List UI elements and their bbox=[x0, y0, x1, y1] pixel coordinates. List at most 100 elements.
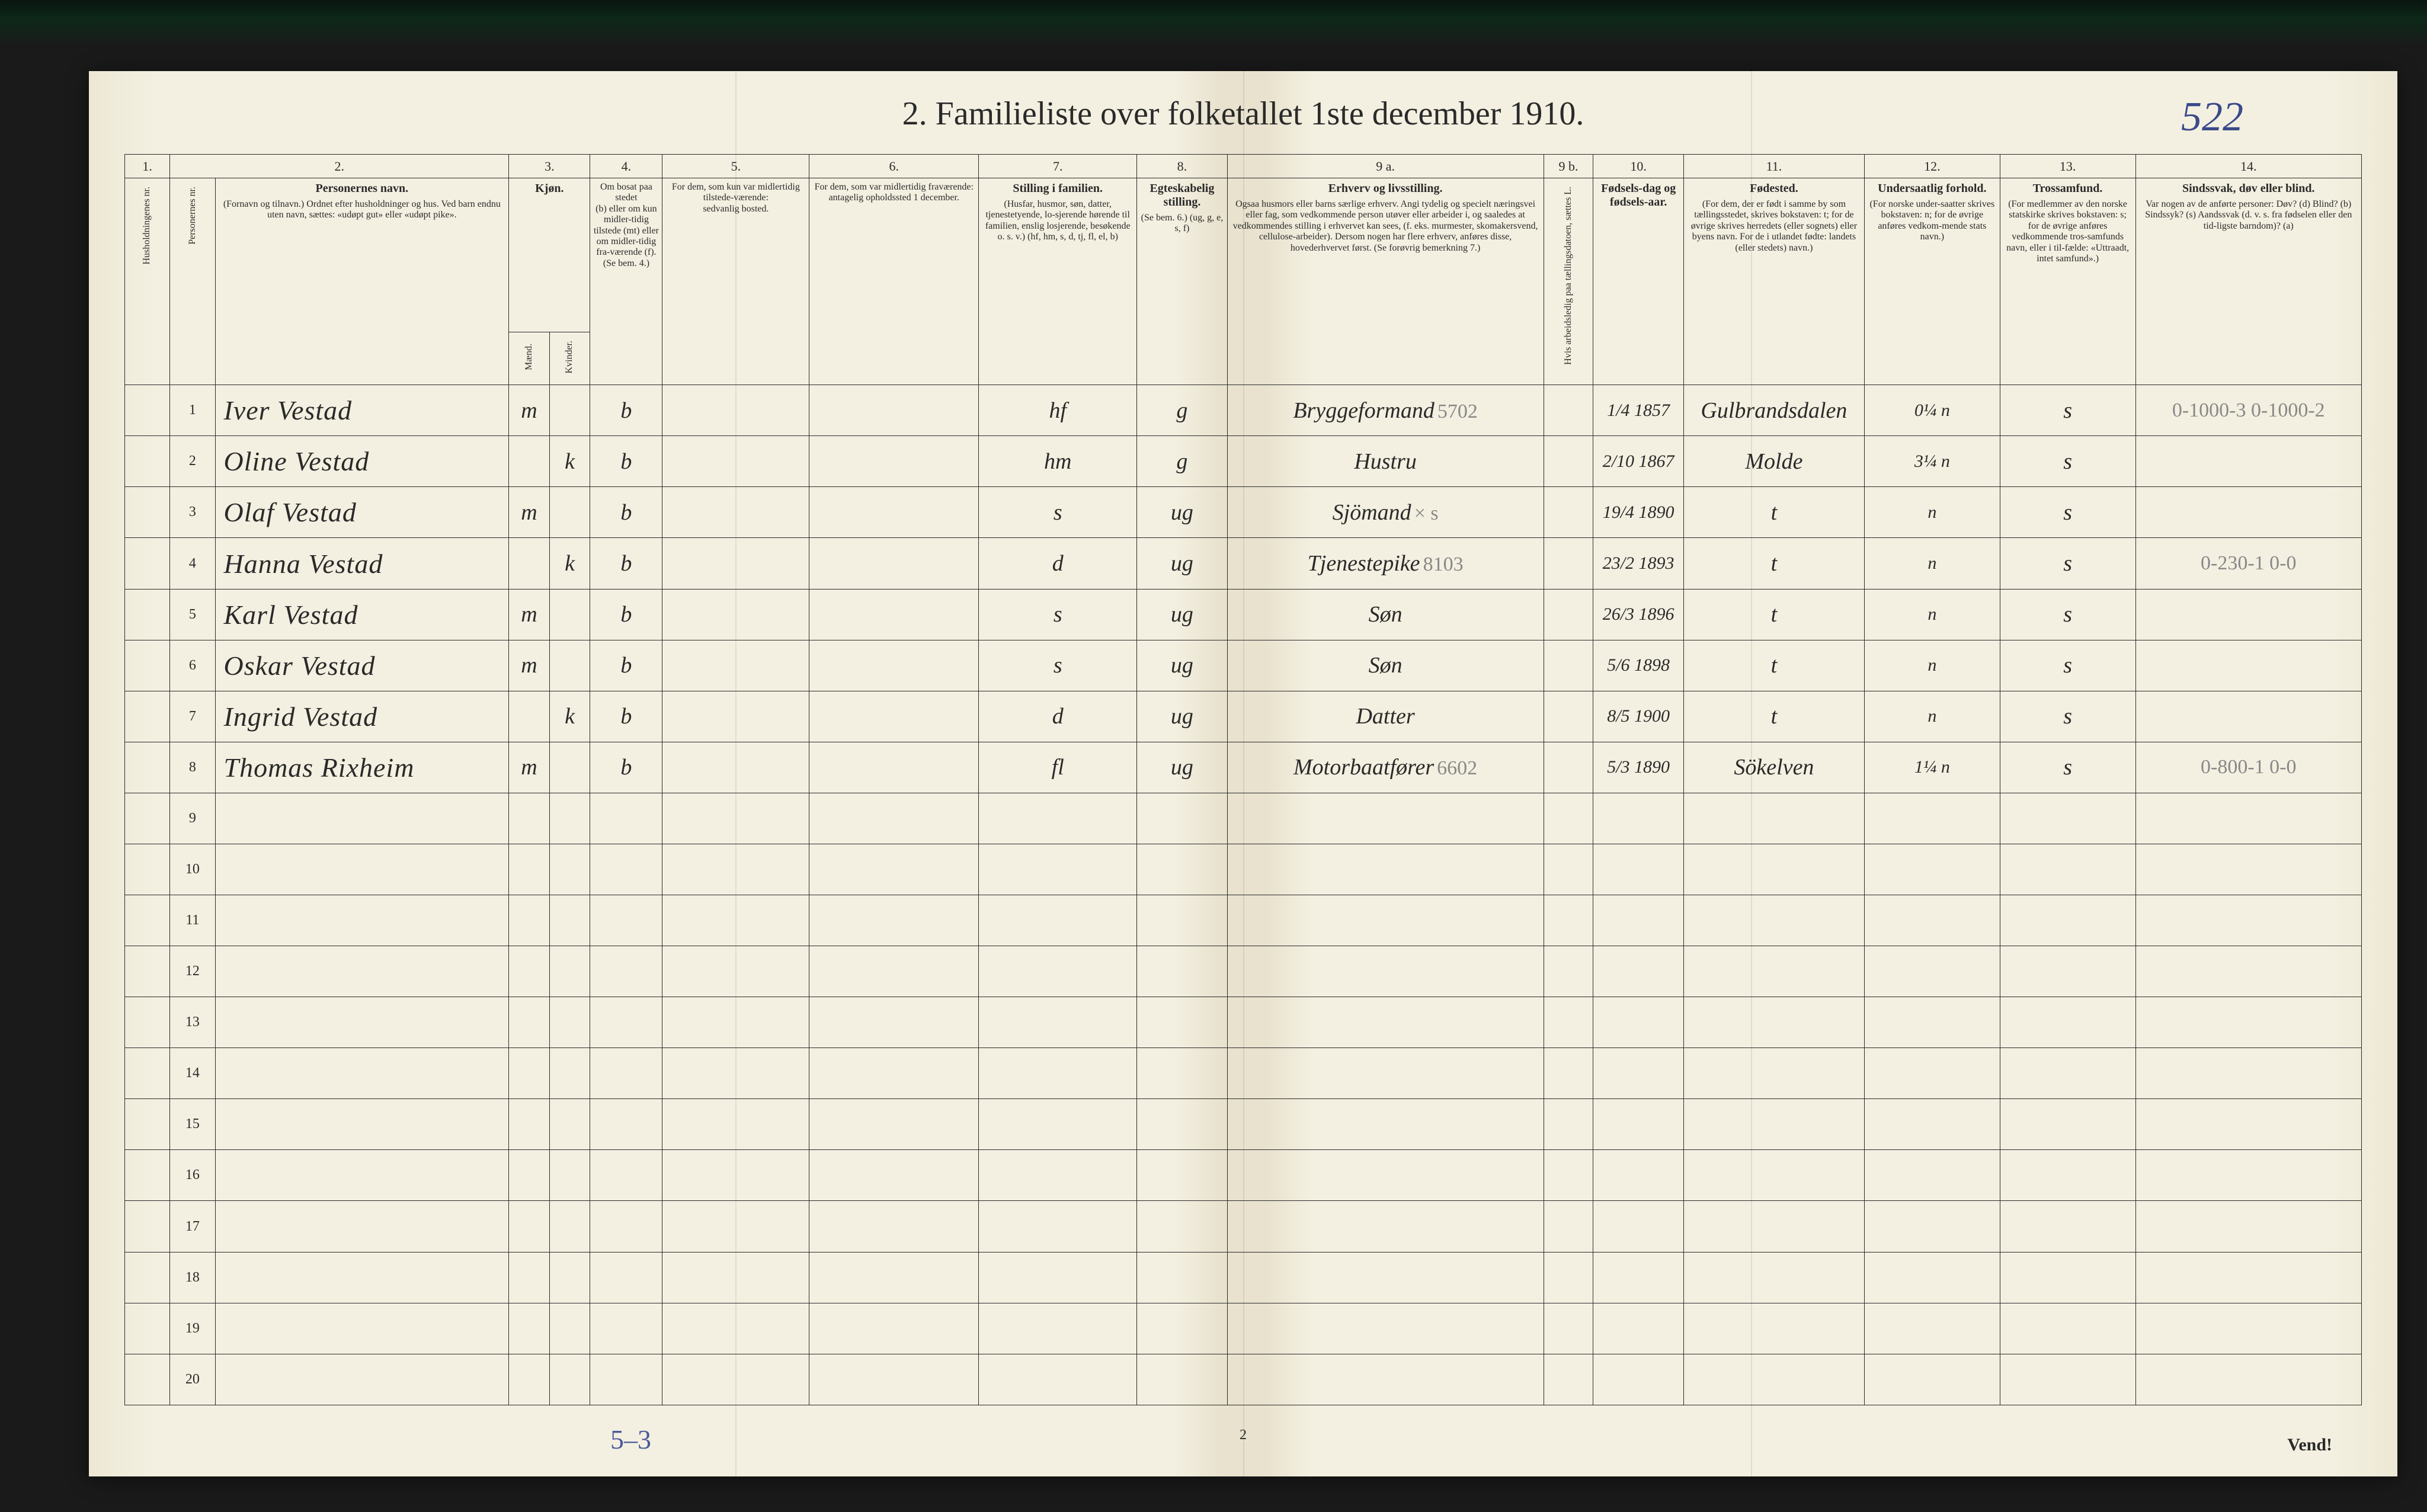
empty-cell bbox=[1137, 946, 1228, 997]
empty-cell bbox=[1593, 1201, 1684, 1252]
header-subtitle: (Husfar, husmor, søn, datter, tjenestety… bbox=[981, 199, 1134, 243]
empty-cell bbox=[590, 1048, 662, 1099]
dob-cell: 5/3 1890 bbox=[1593, 742, 1684, 793]
empty-cell bbox=[509, 946, 550, 997]
sex-m-cell bbox=[509, 538, 550, 589]
empty-cell bbox=[549, 1150, 590, 1201]
occupation-cell: Motorbaatfører 6602 bbox=[1227, 742, 1544, 793]
empty-cell bbox=[1137, 997, 1228, 1048]
empty-cell bbox=[215, 1354, 509, 1405]
religion-cell: s bbox=[2000, 487, 2135, 538]
household-no-cell bbox=[125, 997, 170, 1048]
household-no-cell bbox=[125, 436, 170, 487]
sex-k-cell bbox=[549, 742, 590, 793]
residence-cell: b bbox=[590, 589, 662, 640]
col-num: 5. bbox=[662, 155, 809, 178]
name-cell: Thomas Rixheim bbox=[215, 742, 509, 793]
empty-cell bbox=[809, 1150, 979, 1201]
empty-cell bbox=[1683, 1048, 1864, 1099]
household-no-cell bbox=[125, 1150, 170, 1201]
empty-cell bbox=[590, 1150, 662, 1201]
table-body: 1Iver VestadmbhfgBryggeformand 57021/4 1… bbox=[125, 385, 2362, 1405]
temp-present-cell bbox=[662, 640, 809, 691]
empty-cell bbox=[215, 946, 509, 997]
table-row-empty: 19 bbox=[125, 1303, 2362, 1354]
empty-cell bbox=[590, 997, 662, 1048]
empty-cell bbox=[509, 997, 550, 1048]
empty-cell bbox=[979, 844, 1137, 895]
empty-cell bbox=[1593, 1303, 1684, 1354]
empty-cell bbox=[1864, 1354, 2000, 1405]
empty-cell bbox=[1227, 895, 1544, 946]
header-sex: Kjøn. bbox=[509, 178, 590, 332]
sex-m-cell: m bbox=[509, 742, 550, 793]
empty-cell bbox=[979, 1354, 1137, 1405]
empty-cell bbox=[590, 793, 662, 844]
name-cell: Karl Vestad bbox=[215, 589, 509, 640]
col-num: 14. bbox=[2135, 155, 2361, 178]
empty-cell bbox=[1227, 1099, 1544, 1150]
empty-cell bbox=[1137, 793, 1228, 844]
empty-cell bbox=[662, 1252, 809, 1303]
religion-cell: s bbox=[2000, 385, 2135, 436]
header-title: Undersaatlig forhold. bbox=[1867, 182, 1997, 196]
empty-cell bbox=[509, 895, 550, 946]
family-pos-cell: s bbox=[979, 640, 1137, 691]
empty-cell bbox=[809, 1252, 979, 1303]
col-num: 7. bbox=[979, 155, 1137, 178]
empty-cell bbox=[2000, 1048, 2135, 1099]
header-subtitle: (Se bem. 6.) (ug, g, e, s, f) bbox=[1139, 213, 1225, 235]
empty-cell bbox=[549, 1201, 590, 1252]
household-no-cell bbox=[125, 589, 170, 640]
nationality-cell: n bbox=[1864, 640, 2000, 691]
empty-cell bbox=[215, 1099, 509, 1150]
empty-cell bbox=[1683, 1150, 1864, 1201]
empty-cell bbox=[2135, 844, 2361, 895]
person-no-cell: 13 bbox=[170, 997, 215, 1048]
empty-cell bbox=[215, 1303, 509, 1354]
table-row: 8Thomas RixheimmbflugMotorbaatfører 6602… bbox=[125, 742, 2362, 793]
birthplace-cell: Molde bbox=[1683, 436, 1864, 487]
dob-cell: 26/3 1896 bbox=[1593, 589, 1684, 640]
empty-cell bbox=[662, 946, 809, 997]
empty-cell bbox=[590, 1099, 662, 1150]
empty-cell bbox=[809, 793, 979, 844]
empty-cell bbox=[1593, 895, 1684, 946]
household-no-cell bbox=[125, 895, 170, 946]
empty-cell bbox=[590, 946, 662, 997]
empty-cell bbox=[1593, 1099, 1684, 1150]
empty-cell bbox=[662, 1303, 809, 1354]
household-no-cell bbox=[125, 538, 170, 589]
census-document: 2. Familieliste over folketallet 1ste de… bbox=[89, 71, 2397, 1476]
name-cell: Oline Vestad bbox=[215, 436, 509, 487]
col-num: 6. bbox=[809, 155, 979, 178]
empty-cell bbox=[590, 1354, 662, 1405]
person-no-cell: 11 bbox=[170, 895, 215, 946]
empty-cell bbox=[549, 793, 590, 844]
census-table-container: 1. 2. 3. 4. 5. 6. 7. 8. 9 a. 9 b. 10. 11… bbox=[124, 154, 2362, 1405]
column-header-row: Husholdningenes nr. Personernes nr. Pers… bbox=[125, 178, 2362, 332]
col-num: 9 b. bbox=[1544, 155, 1593, 178]
empty-cell bbox=[1683, 946, 1864, 997]
table-row: 3Olaf VestadmbsugSjömand × s19/4 1890tns bbox=[125, 487, 2362, 538]
empty-cell bbox=[215, 1150, 509, 1201]
header-title: Egteskabelig stilling. bbox=[1139, 182, 1225, 209]
marital-cell: g bbox=[1137, 436, 1228, 487]
empty-cell bbox=[979, 1252, 1137, 1303]
disability-cell: 0-1000-3 0-1000-2 bbox=[2135, 385, 2361, 436]
empty-cell bbox=[2000, 1201, 2135, 1252]
empty-cell bbox=[2000, 895, 2135, 946]
nationality-cell: n bbox=[1864, 589, 2000, 640]
temp-present-cell bbox=[662, 436, 809, 487]
empty-cell bbox=[2135, 1303, 2361, 1354]
footer-page-number: 2 bbox=[1240, 1427, 1247, 1443]
person-no-cell: 7 bbox=[170, 691, 215, 742]
dob-cell: 19/4 1890 bbox=[1593, 487, 1684, 538]
empty-cell bbox=[2135, 946, 2361, 997]
header-subtitle: (b) eller om kun midler-tidig tilstede (… bbox=[593, 204, 659, 269]
residence-cell: b bbox=[590, 385, 662, 436]
handwritten-page-number: 522 bbox=[2181, 94, 2243, 141]
empty-cell bbox=[1544, 1252, 1593, 1303]
empty-cell bbox=[509, 1252, 550, 1303]
empty-cell bbox=[662, 1048, 809, 1099]
